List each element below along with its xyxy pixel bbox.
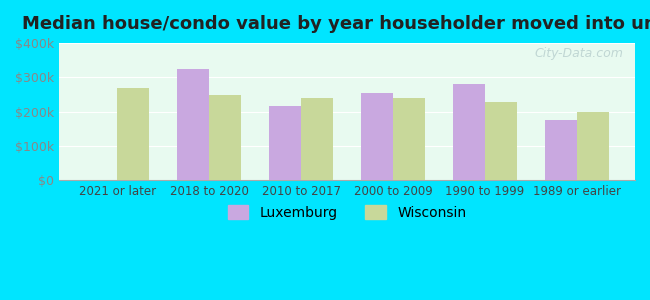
Legend: Luxemburg, Wisconsin: Luxemburg, Wisconsin xyxy=(222,200,472,225)
Bar xyxy=(485,102,517,180)
Bar xyxy=(177,69,209,180)
Bar xyxy=(301,98,333,180)
Bar xyxy=(361,93,393,180)
Bar xyxy=(577,112,609,180)
Bar xyxy=(269,106,301,180)
Bar xyxy=(209,95,241,180)
Bar xyxy=(452,84,485,180)
Bar xyxy=(117,88,150,180)
Title: Median house/condo value by year householder moved into unit: Median house/condo value by year househo… xyxy=(22,15,650,33)
Text: City-Data.com: City-Data.com xyxy=(534,47,623,60)
Bar xyxy=(545,120,577,180)
Bar xyxy=(393,98,425,180)
